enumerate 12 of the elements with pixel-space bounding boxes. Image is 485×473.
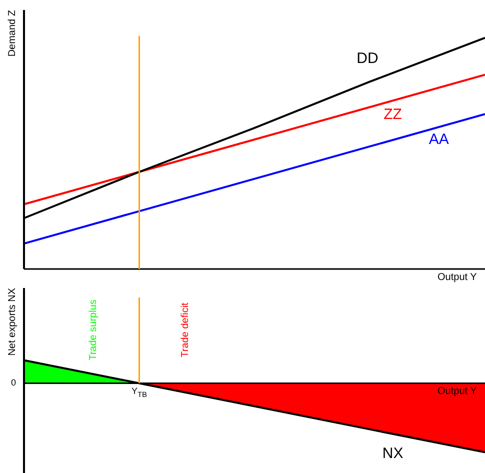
x-axis-title: Output Y [438, 386, 478, 398]
y-axis-title: Net exports NX [6, 288, 18, 356]
text: 0 [10, 378, 16, 388]
series-label: DD [356, 50, 378, 67]
series-label: AA [428, 131, 449, 148]
series-label: ZZ [384, 106, 402, 123]
x-axis-title: Output Y [438, 272, 478, 283]
text: Trade surplus [88, 300, 99, 360]
y-axis-title: Demand Z [6, 10, 18, 57]
text: Trade deficit [180, 302, 192, 358]
series-label: NX [382, 445, 404, 462]
annotation: Y$_{TB}$ [131, 386, 148, 400]
